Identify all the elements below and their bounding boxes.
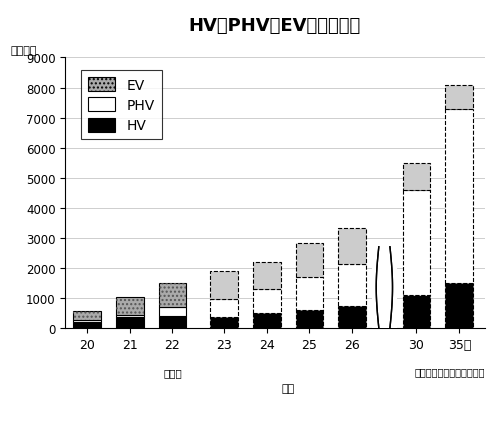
Bar — [210, 271, 238, 300]
Text: 予測: 予測 — [282, 384, 294, 393]
Bar — [372, 247, 397, 328]
Bar — [73, 321, 101, 322]
Text: （万台）: （万台） — [11, 46, 38, 55]
Bar — [402, 295, 430, 328]
Bar — [402, 190, 430, 295]
Bar — [338, 306, 366, 328]
Bar — [446, 283, 473, 328]
Bar — [116, 317, 143, 328]
Bar — [116, 297, 143, 315]
Bar — [73, 312, 101, 321]
Text: 富士経済の調査を基に作成: 富士経済の調査を基に作成 — [414, 366, 485, 376]
Bar — [73, 322, 101, 328]
Bar — [338, 264, 366, 306]
Bar — [158, 283, 186, 307]
Bar — [296, 278, 324, 311]
Bar — [116, 297, 143, 315]
Bar — [296, 311, 324, 328]
Bar — [252, 313, 280, 328]
Bar — [338, 228, 366, 264]
Bar — [158, 316, 186, 328]
Bar — [446, 85, 473, 109]
Bar — [116, 315, 143, 317]
Bar — [158, 307, 186, 316]
Bar — [446, 109, 473, 283]
Bar — [210, 300, 238, 318]
Text: HV、PHV、EVの世界市場: HV、PHV、EVの世界市場 — [189, 17, 361, 35]
Bar — [252, 289, 280, 313]
Bar — [296, 243, 324, 278]
Bar — [158, 283, 186, 307]
Bar — [210, 318, 238, 328]
Bar — [252, 262, 280, 289]
Text: 見込み: 見込み — [163, 367, 182, 377]
Bar — [402, 163, 430, 190]
Bar — [73, 312, 101, 321]
Legend: EV, PHV, HV: EV, PHV, HV — [80, 71, 162, 140]
